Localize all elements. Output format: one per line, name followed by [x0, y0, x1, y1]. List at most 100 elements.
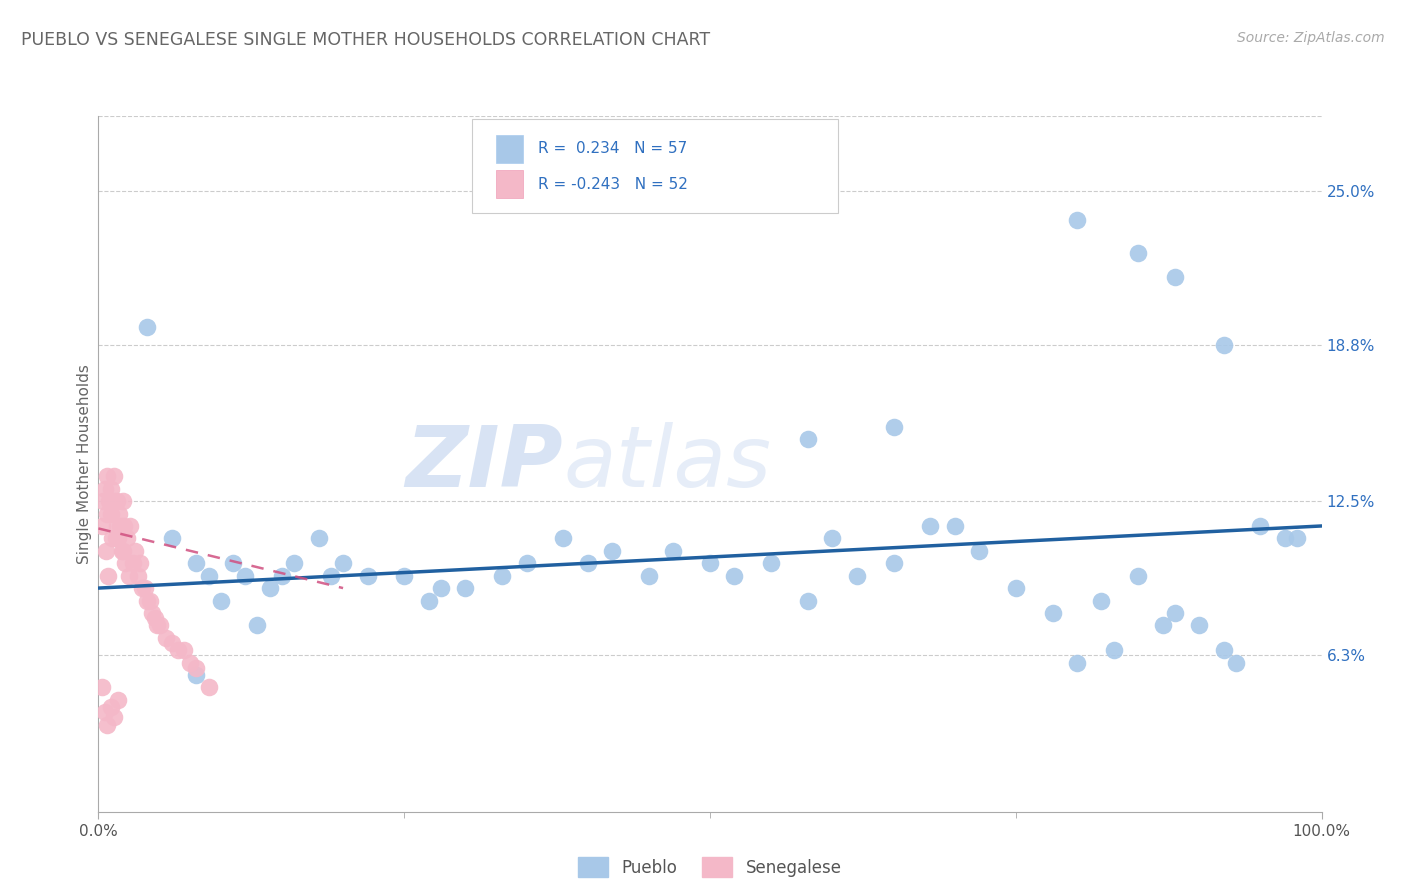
Point	[127, 568, 149, 582]
Point	[723, 568, 745, 582]
Text: PUEBLO VS SENEGALESE SINGLE MOTHER HOUSEHOLDS CORRELATION CHART: PUEBLO VS SENEGALESE SINGLE MOTHER HOUSE…	[21, 31, 710, 49]
Point	[129, 556, 152, 570]
Point	[553, 532, 575, 546]
Point	[259, 581, 281, 595]
Point	[797, 432, 820, 446]
Point	[115, 532, 138, 546]
Point	[149, 618, 172, 632]
Text: ZIP: ZIP	[405, 422, 564, 506]
Point	[1066, 656, 1088, 670]
Point	[1102, 643, 1125, 657]
Point	[91, 681, 114, 695]
Text: atlas: atlas	[564, 422, 772, 506]
Point	[356, 568, 378, 582]
Point	[114, 556, 136, 570]
Point	[883, 419, 905, 434]
Point	[100, 507, 122, 521]
Point	[179, 656, 201, 670]
Point	[131, 581, 153, 595]
Point	[118, 568, 141, 582]
Point	[186, 668, 208, 682]
Point	[155, 631, 177, 645]
Point	[136, 320, 159, 334]
Point	[1249, 519, 1271, 533]
Point	[233, 568, 256, 582]
Point	[96, 717, 118, 731]
Point	[319, 568, 342, 582]
Point	[797, 593, 820, 607]
Point	[430, 581, 453, 595]
Point	[332, 556, 354, 570]
Point	[93, 482, 115, 496]
Point	[1212, 337, 1234, 351]
Point	[637, 568, 661, 582]
Point	[103, 469, 125, 483]
Point	[1274, 532, 1296, 546]
Point	[97, 568, 120, 582]
Point	[883, 556, 905, 570]
Point	[124, 544, 146, 558]
Point	[197, 568, 219, 582]
Point	[1164, 606, 1187, 620]
Point	[94, 544, 117, 558]
Point	[920, 519, 942, 533]
Point	[139, 593, 162, 607]
Legend: Pueblo, Senegalese: Pueblo, Senegalese	[572, 851, 848, 883]
Point	[600, 544, 623, 558]
FancyBboxPatch shape	[496, 135, 523, 162]
Point	[111, 544, 134, 558]
Point	[209, 593, 232, 607]
Y-axis label: Single Mother Households: Single Mother Households	[77, 364, 91, 564]
Point	[100, 482, 122, 496]
FancyBboxPatch shape	[471, 120, 838, 213]
Point	[1188, 618, 1211, 632]
Point	[110, 519, 132, 533]
Point	[121, 556, 143, 570]
Point	[1128, 245, 1150, 260]
Point	[101, 494, 124, 508]
Point	[112, 519, 135, 533]
Point	[160, 636, 183, 650]
Point	[699, 556, 721, 570]
Point	[1164, 270, 1187, 285]
Point	[943, 519, 966, 533]
Point	[821, 532, 844, 546]
Point	[100, 700, 122, 714]
Point	[136, 593, 159, 607]
Point	[120, 519, 142, 533]
Point	[1225, 656, 1247, 670]
Point	[662, 544, 685, 558]
Point	[515, 556, 537, 570]
Point	[418, 593, 440, 607]
Point	[111, 494, 134, 508]
Point	[270, 568, 294, 582]
Point	[1042, 606, 1064, 620]
Point	[143, 611, 166, 625]
Point	[308, 532, 330, 546]
Point	[186, 556, 208, 570]
Point	[146, 618, 169, 632]
Point	[96, 507, 118, 521]
Point	[1090, 593, 1112, 607]
Point	[845, 568, 868, 582]
Point	[93, 706, 115, 720]
Point	[222, 556, 245, 570]
Point	[105, 519, 128, 533]
Point	[197, 681, 219, 695]
Point	[91, 519, 114, 533]
Point	[108, 507, 131, 521]
Point	[1286, 532, 1309, 546]
Point	[967, 544, 990, 558]
Point	[392, 568, 416, 582]
Point	[104, 532, 127, 546]
Point	[1004, 581, 1026, 595]
Point	[1212, 643, 1234, 657]
Point	[141, 606, 163, 620]
Point	[105, 494, 128, 508]
Text: Source: ZipAtlas.com: Source: ZipAtlas.com	[1237, 31, 1385, 45]
Text: R = -0.243   N = 52: R = -0.243 N = 52	[537, 177, 688, 192]
Point	[134, 581, 156, 595]
Point	[107, 693, 129, 707]
Point	[246, 618, 269, 632]
FancyBboxPatch shape	[496, 170, 523, 198]
